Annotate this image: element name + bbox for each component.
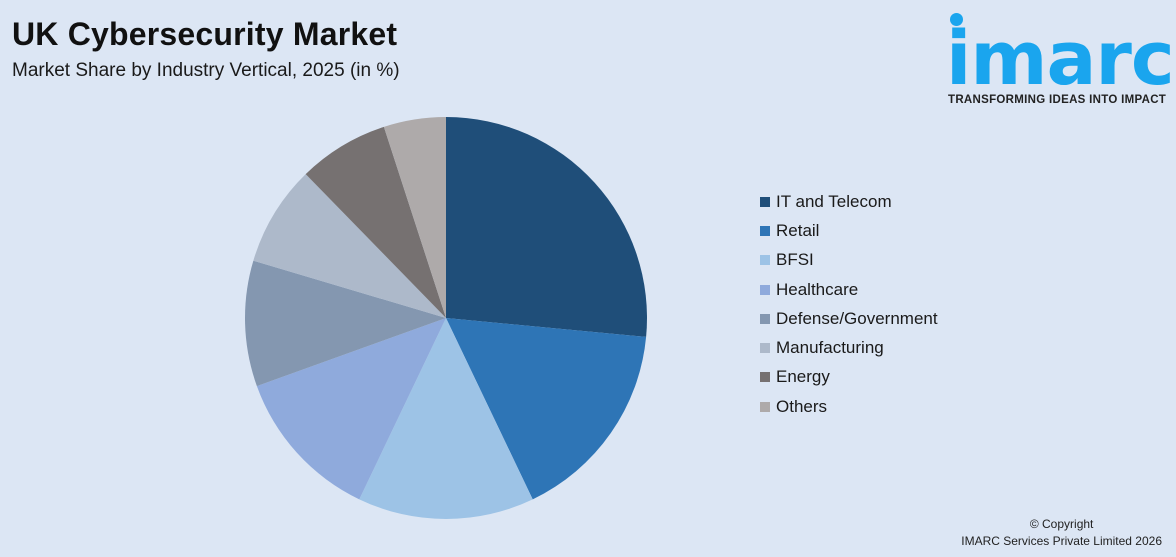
pie-slice-bfsi: [359, 318, 533, 519]
chart-subtitle: Market Share by Industry Vertical, 2025 …: [12, 60, 400, 81]
legend-item: Energy: [760, 363, 938, 392]
copyright-line-1: © Copyright: [1029, 517, 1094, 531]
pie-slice-energy: [305, 126, 446, 318]
legend-item: Defense/Government: [760, 304, 938, 333]
logo-wordmark: imarc: [946, 16, 1175, 102]
legend-swatch-icon: [760, 284, 770, 295]
legend-swatch-icon: [760, 372, 770, 383]
legend-swatch-icon: [760, 313, 770, 324]
logo-tagline: TRANSFORMING IDEAS INTO IMPACT: [948, 94, 1167, 106]
legend-label: Others: [776, 396, 828, 416]
legend-swatch-icon: [760, 255, 770, 266]
legend-swatch-icon: [760, 343, 770, 354]
chart-legend: IT and Telecom Retail BFSI Healthcare Defens…: [760, 187, 938, 421]
pie-slice-healthcare: [256, 318, 446, 500]
legend-swatch-icon: [760, 401, 770, 412]
legend-label: BFSI: [776, 250, 814, 270]
legend-item: BFSI: [760, 246, 938, 275]
legend-label: Healthcare: [776, 279, 859, 299]
legend-item: Others: [760, 392, 938, 421]
legend-label: Defense/Government: [776, 308, 938, 328]
legend-item: IT and Telecom: [760, 187, 938, 216]
pie-slice-manufacturing: [253, 174, 446, 318]
legend-item: Healthcare: [760, 275, 938, 304]
legend-item: Manufacturing: [760, 333, 938, 362]
chart-title: UK Cybersecurity Market: [12, 16, 398, 52]
legend-swatch-icon: [760, 225, 770, 236]
imarc-logo: imarc TRANSFORMING IDEAS INTO IMPACT: [946, 10, 1175, 110]
logo-dot-icon: [950, 13, 963, 26]
copyright-line-2: IMARC Services Private Limited 2026: [961, 534, 1162, 548]
legend-label: Retail: [776, 220, 820, 240]
legend-label: IT and Telecom: [776, 191, 892, 211]
pie-slice-others: [383, 117, 446, 318]
copyright: © Copyright IMARC Services Private Limit…: [961, 516, 1162, 550]
pie-slice-it-and-telecom: [446, 117, 647, 337]
legend-label: Manufacturing: [776, 338, 884, 358]
legend-item: Retail: [760, 216, 938, 245]
legend-label: Energy: [776, 367, 830, 387]
pie-slice-defense-government: [245, 260, 446, 387]
legend-swatch-icon: [760, 196, 770, 207]
pie-chart: [245, 117, 647, 519]
pie-slice-retail: [446, 318, 647, 500]
